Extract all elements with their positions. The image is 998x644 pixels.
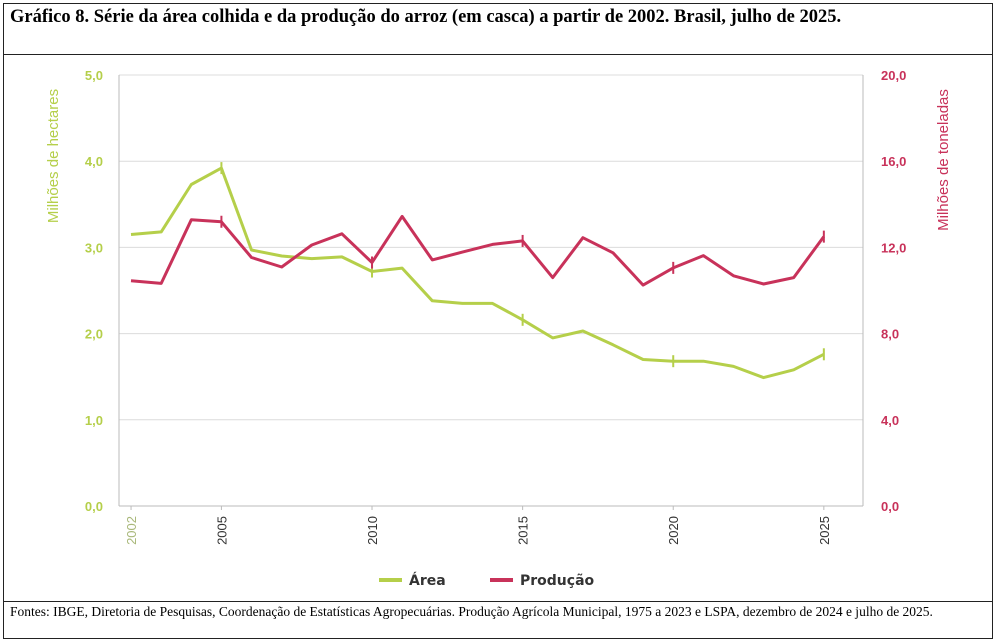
x-tick-label: 2020 [666,516,681,545]
y-tick-label-left: 3,0 [85,240,103,255]
y-tick-label-left: 4,0 [85,154,103,169]
x-axis-ticks: 2002 2005 2010 2015 2020 2025 [124,506,832,545]
y-tick-label-left: 5,0 [85,68,103,83]
y-tick-label-right: 12,0 [881,240,906,255]
y-tick-label-right: 16,0 [881,154,906,169]
y-tick-label-left: 1,0 [85,413,103,428]
y-axis-right-ticks: 0,0 4,0 8,0 12,0 16,0 20,0 [881,68,906,514]
legend-label-producao: Produção [520,573,595,589]
series-line-area [130,166,825,380]
title-divider [3,54,993,55]
y-tick-label-right: 4,0 [881,413,899,428]
chart-title: Gráfico 8. Série da área colhida e da pr… [10,7,842,27]
y-tick-label-right: 20,0 [881,68,906,83]
y-axis-left-label: Milhões de hectares [45,89,62,223]
y-tick-label-left: 0,0 [85,499,103,514]
y-axis-left-ticks: 0,0 1,0 2,0 3,0 4,0 5,0 [85,68,103,514]
x-tick-label: 2025 [817,516,832,545]
gridlines [119,74,863,421]
source-note: Fontes: IBGE, Diretoria de Pesquisas, Co… [10,604,933,619]
footer-divider [3,601,993,602]
x-tick-label: 2010 [365,516,380,545]
figure-frame [3,3,993,639]
series-line-producao [130,214,826,287]
x-tick-label: 2015 [516,516,531,545]
axes [118,75,864,507]
y-tick-label-right: 8,0 [881,327,899,342]
y-tick-label-left: 2,0 [85,327,103,342]
x-tick-label: 2002 [124,516,139,545]
legend: Área Produção [379,572,595,589]
x-tick-label: 2005 [214,516,229,545]
series-group [130,162,826,380]
legend-label-area: Área [409,572,446,589]
y-axis-right-label: Milhões de toneladas [935,89,952,231]
y-tick-label-right: 0,0 [881,499,899,514]
